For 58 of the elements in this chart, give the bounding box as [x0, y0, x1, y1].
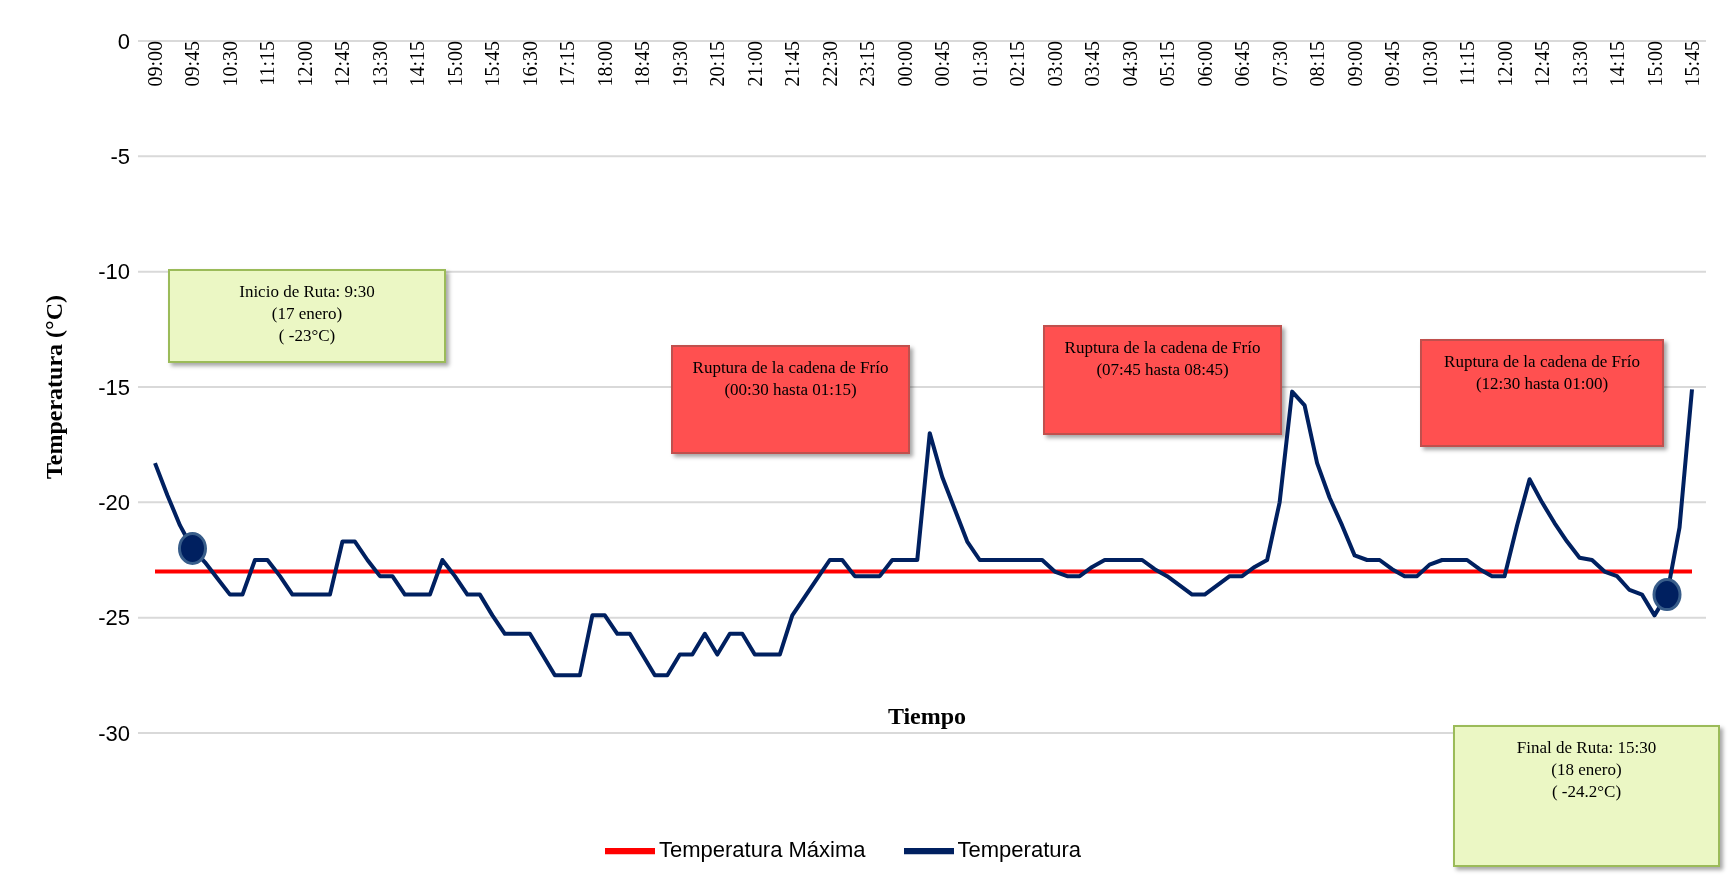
- x-tick-label: 15:45: [481, 41, 504, 87]
- x-tick-label: 13:30: [368, 41, 391, 87]
- x-tick-label: 21:00: [743, 41, 766, 87]
- x-tick-label: 00:00: [893, 41, 916, 87]
- y-tick-label: -20: [98, 490, 130, 516]
- y-tick-label: -30: [98, 720, 130, 746]
- x-tick-label: 11:15: [1456, 41, 1479, 86]
- x-tick-label: 17:15: [556, 41, 579, 87]
- y-tick-label: -25: [98, 605, 130, 631]
- legend-label: Temperatura Máxima: [658, 836, 866, 862]
- x-tick-label: 21:45: [781, 41, 804, 87]
- x-tick-label: 05:15: [1156, 41, 1179, 87]
- y-tick-label: -5: [110, 144, 130, 170]
- x-tick-label: 09:00: [144, 41, 166, 87]
- x-tick-label: 18:45: [631, 41, 654, 87]
- text-box: Ruptura de la cadena de Frío (12:30 hasta 01:00): [1420, 339, 1664, 447]
- x-tick-label: 04:30: [1118, 41, 1141, 87]
- x-tick-label: 07:30: [1268, 41, 1291, 87]
- x-tick-label: 20:15: [706, 41, 729, 87]
- y-tick-label: -10: [98, 259, 130, 285]
- x-tick-label: 10:30: [218, 41, 241, 87]
- x-tick-label: 09:45: [1381, 41, 1404, 87]
- x-tick-label: 15:45: [1681, 41, 1703, 87]
- x-tick-label: 11:15: [256, 41, 279, 86]
- y-tick-label: -15: [98, 374, 130, 400]
- x-tick-label: 02:15: [1006, 41, 1029, 87]
- x-tick-label: 22:30: [818, 41, 841, 87]
- x-tick-label: 10:30: [1418, 41, 1441, 87]
- text-box: Ruptura de la cadena de Frío (00:30 hasta 01:15): [671, 345, 910, 454]
- x-tick-label: 15:00: [443, 41, 466, 87]
- x-tick-label: 06:45: [1231, 41, 1254, 87]
- x-tick-label: 19:30: [668, 41, 691, 87]
- x-tick-label: 15:00: [1643, 41, 1666, 87]
- x-tick-label: 09:45: [181, 41, 204, 87]
- x-tick-label: 14:15: [1606, 41, 1629, 87]
- x-tick-label: 13:30: [1568, 41, 1591, 87]
- x-tick-label: 08:15: [1306, 41, 1329, 87]
- x-tick-label: 16:30: [518, 41, 541, 87]
- x-tick-label: 09:00: [1343, 41, 1366, 87]
- x-tick-label: 03:45: [1081, 41, 1104, 87]
- y-tick-label: 0: [117, 28, 130, 54]
- y-axis-title: Temperatura (°C): [40, 294, 67, 480]
- x-tick-label: 14:15: [406, 41, 429, 87]
- x-tick-label: 12:00: [293, 41, 316, 87]
- text-box: Final de Ruta: 15:30 (18 enero) ( -24.2°C): [1453, 725, 1720, 867]
- legend-label: Temperatura: [957, 836, 1082, 862]
- x-tick-label: 18:00: [593, 41, 616, 87]
- x-tick-label: 12:45: [331, 41, 354, 87]
- text-box: Ruptura de la cadena de Frío (07:45 hasta 08:45): [1043, 325, 1282, 435]
- x-tick-label: 12:00: [1493, 41, 1516, 87]
- x-axis-title: Tiempo: [886, 703, 968, 730]
- x-tick-label: 12:45: [1531, 41, 1554, 87]
- x-tick-label: 01:30: [968, 41, 991, 87]
- x-tick-label: 00:45: [931, 41, 954, 87]
- x-tick-label: 06:00: [1193, 41, 1216, 87]
- x-tick-label: 03:00: [1043, 41, 1066, 87]
- text-box: Inicio de Ruta: 9:30 (17 enero) ( -23°C): [168, 269, 446, 363]
- x-tick-label: 23:15: [856, 41, 879, 87]
